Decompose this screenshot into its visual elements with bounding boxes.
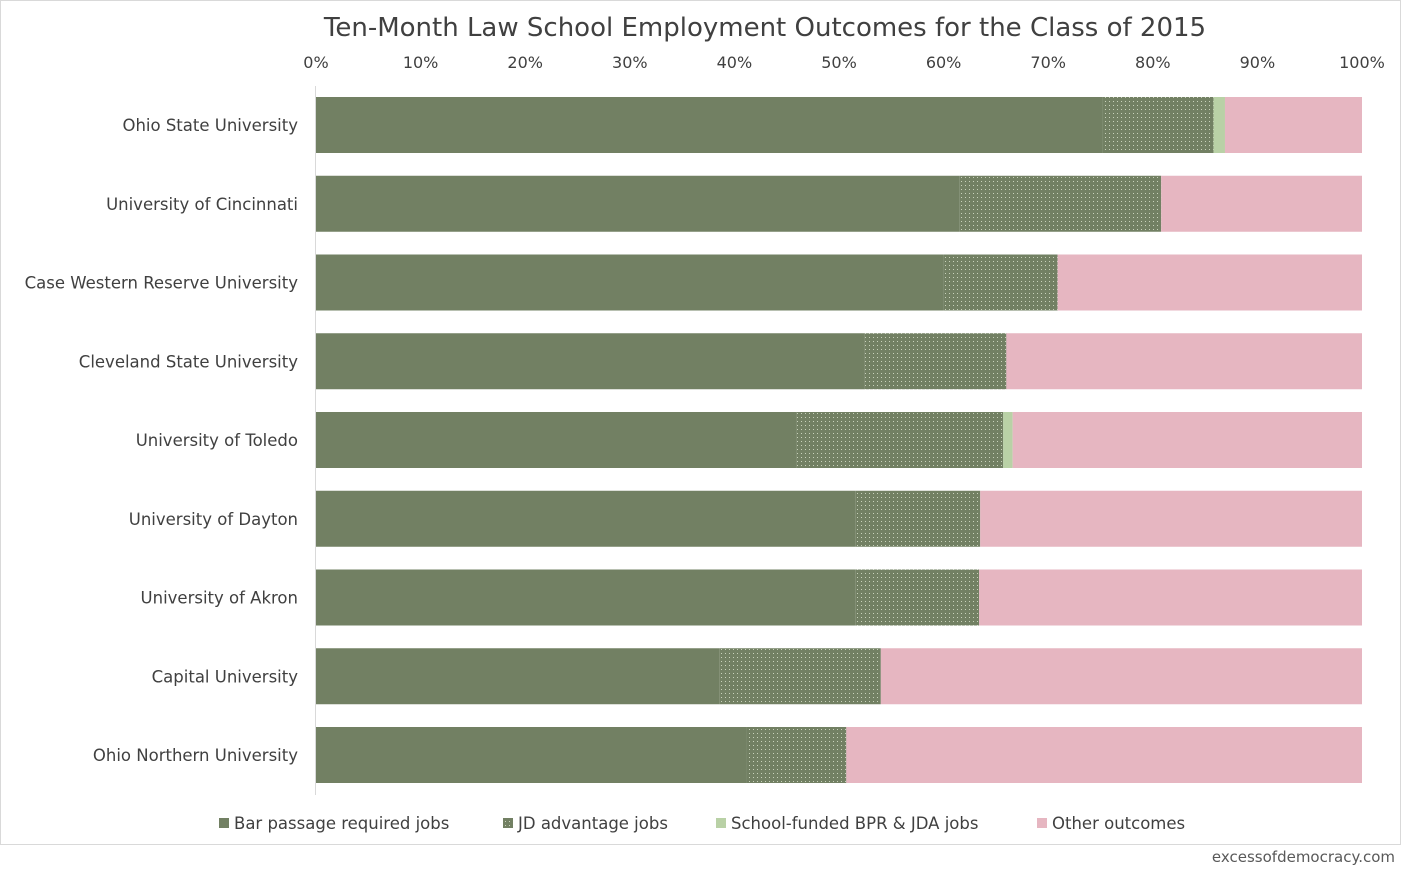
x-tick-label: 90% [1240,53,1276,72]
category-label: Ohio State University [122,116,298,135]
y-axis: Ohio State University University of Cinci… [25,116,299,765]
bar-segment [1006,333,1362,390]
category-label: Capital University [152,667,299,686]
source-credit: excessofdemocracy.com [1211,848,1395,866]
category-label: University of Dayton [129,510,298,529]
bar-segment [316,727,747,783]
legend-swatch [1037,818,1047,828]
bar-segment [1161,175,1362,232]
bar-segment [846,727,1362,783]
bar-segment [1102,97,1214,153]
legend-swatch [716,818,726,828]
legend-swatch [219,818,229,828]
bar-segment [316,412,797,468]
x-tick-label: 80% [1135,53,1171,72]
category-label: Ohio Northern University [93,746,298,765]
legend-label: JD advantage jobs [517,814,668,833]
bar-segment [316,333,865,390]
bar-segment [1213,97,1225,153]
category-label: Cleveland State University [79,352,298,371]
category-label: Case Western Reserve University [25,274,299,293]
x-axis: 0% 10% 20% 30% 40% 50% 60% 70% 80% 90% 100% [303,53,1385,72]
bar-segment [1003,412,1013,468]
bar-segment [316,97,1103,153]
x-tick-label: 70% [1030,53,1066,72]
bar-segment [746,727,847,783]
bar-segment [316,569,856,626]
bar-segment [316,648,720,705]
bars [316,97,1362,783]
chart-title: Ten-Month Law School Employment Outcomes… [323,13,1207,43]
bar-segment [316,490,856,547]
legend: Bar passage required jobs JD advantage jo… [219,814,1185,833]
bar-segment [796,412,1004,468]
x-tick-label: 20% [507,53,543,72]
category-label: University of Akron [141,589,298,608]
bar-segment [855,569,980,626]
chart-canvas: 0% 10% 20% 30% 40% 50% 60% 70% 80% 90% 100% Ohio S… [25,53,1385,833]
bar-segment [1057,254,1362,311]
bar-segment [943,254,1058,311]
x-tick-label: 60% [926,53,962,72]
x-tick-label: 0% [303,53,328,72]
legend-label: Bar passage required jobs [234,814,449,833]
x-tick-label: 40% [717,53,753,72]
bar-segment [316,175,960,232]
x-tick-label: 10% [403,53,439,72]
bar-segment [316,254,944,311]
legend-label: School-funded BPR & JDA jobs [731,814,978,833]
bar-segment [1224,97,1362,153]
x-tick-label: 100% [1339,53,1385,72]
category-label: University of Cincinnati [106,195,298,214]
legend-swatch [503,818,513,828]
legend-label: Other outcomes [1052,814,1185,833]
x-tick-label: 30% [612,53,648,72]
bar-segment [855,490,981,547]
bar-segment [980,490,1362,547]
bar-segment [959,175,1162,232]
bar-segment [1012,412,1362,468]
bar-segment [864,333,1007,390]
bar-segment [979,569,1362,626]
bar-segment [719,648,881,705]
bar-segment [880,648,1362,705]
category-label: University of Toledo [136,431,298,450]
x-tick-label: 50% [821,53,857,72]
